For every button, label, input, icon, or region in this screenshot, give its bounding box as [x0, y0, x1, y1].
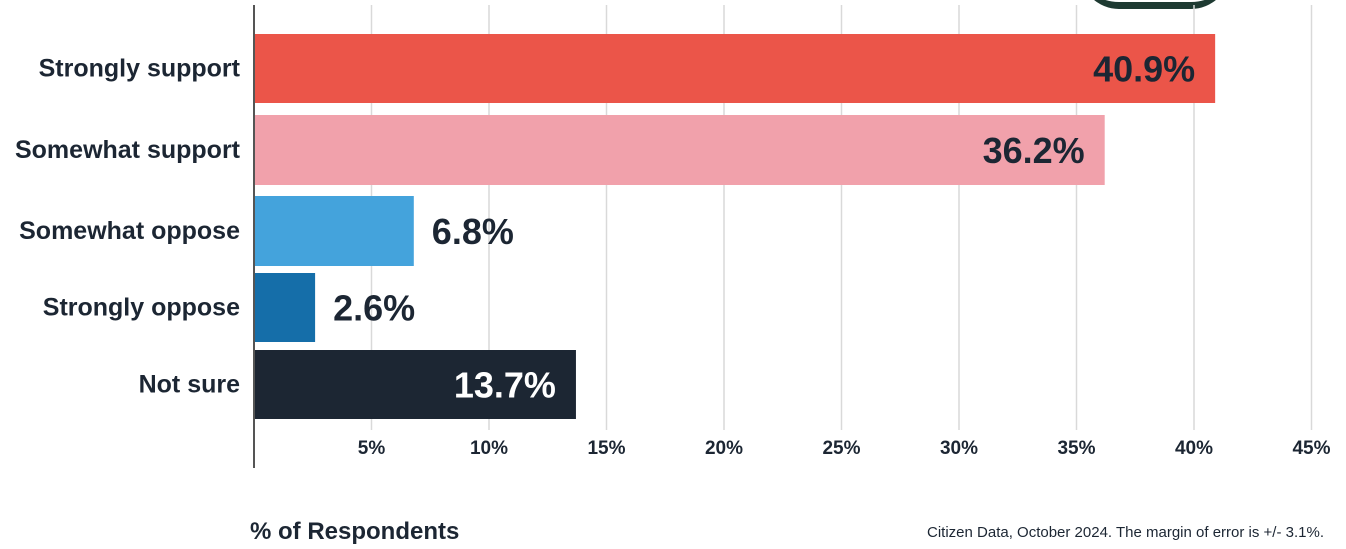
x-tick-label: 25% [822, 438, 860, 459]
value-label: 6.8% [432, 211, 514, 252]
bar [254, 350, 576, 419]
x-tick-label: 45% [1292, 438, 1330, 459]
category-label: Somewhat support [15, 136, 241, 164]
value-label: 40.9% [1093, 49, 1195, 90]
category-label: Strongly oppose [43, 294, 240, 322]
value-label: 2.6% [333, 288, 415, 329]
value-labels: 40.9%36.2% 6.8% 2.6% 13.7% [333, 49, 1195, 406]
value-label: 36.2% [983, 130, 1085, 171]
bar [254, 196, 414, 266]
x-tick-label: 35% [1057, 438, 1095, 459]
x-tick-label: 20% [705, 438, 743, 459]
bar [254, 115, 1105, 185]
x-tick-label: 40% [1175, 438, 1213, 459]
source-note: Citizen Data, October 2024. The margin o… [927, 524, 1324, 541]
bars [254, 34, 1216, 419]
x-tick-label: 30% [940, 438, 978, 459]
x-tick-label: 10% [470, 438, 508, 459]
category-label: Not sure [139, 371, 241, 399]
bar [254, 34, 1216, 103]
tick-labels: 5% 10% 15% 20% 25% 30% 35% 40% 45% [358, 438, 1331, 459]
x-tick-label: 5% [358, 438, 386, 459]
category-label: Somewhat oppose [19, 217, 240, 245]
decorative-arc [1080, 0, 1230, 9]
value-label: 13.7% [454, 365, 556, 406]
category-labels: Strongly support Somewhat support Somewhat… [15, 55, 241, 399]
bar [254, 273, 316, 342]
category-label: Strongly support [39, 55, 241, 83]
x-tick-label: 15% [587, 438, 625, 459]
x-axis-label: % of Respondents [250, 518, 460, 545]
